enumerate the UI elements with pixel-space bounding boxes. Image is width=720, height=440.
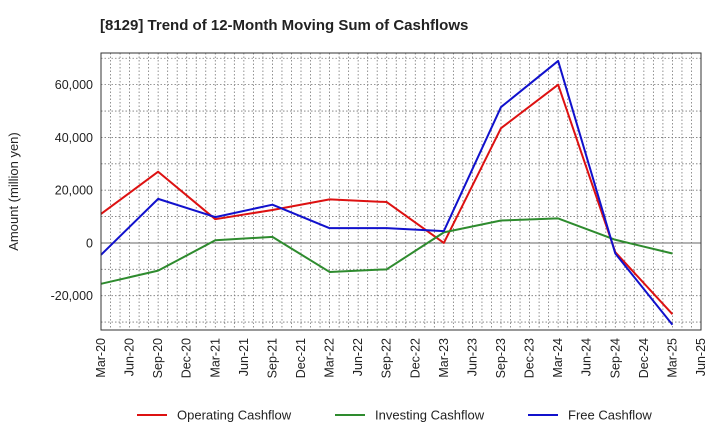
y-tick-label: 0 xyxy=(86,236,93,250)
x-tick-label: Jun-24 xyxy=(580,338,594,376)
x-tick-label: Mar-22 xyxy=(323,338,337,378)
x-tick-label: Mar-25 xyxy=(665,338,679,378)
series-line-investing-cashflow xyxy=(100,217,673,285)
series-line-free-cashflow xyxy=(100,59,674,326)
legend-label: Operating Cashflow xyxy=(177,408,292,423)
x-tick-label: Dec-23 xyxy=(523,338,537,378)
x-tick-label: Jun-22 xyxy=(351,338,365,376)
x-tick-label: Sep-23 xyxy=(494,338,508,378)
y-tick-label: 40,000 xyxy=(55,131,93,145)
x-tick-label: Jun-21 xyxy=(237,338,251,376)
x-tick-label: Jun-20 xyxy=(123,338,137,376)
y-axis-label: Amount (million yen) xyxy=(6,132,21,251)
series-line-operating-cashflow xyxy=(100,83,674,315)
x-tick-label: Sep-21 xyxy=(265,338,279,378)
x-tick-label: Dec-20 xyxy=(180,338,194,378)
y-tick-label: 20,000 xyxy=(55,184,93,198)
x-tick-label: Mar-20 xyxy=(94,338,108,378)
x-tick-label: Dec-24 xyxy=(637,338,651,378)
legend: Operating Cashflow Investing Cashflow Free… xyxy=(137,408,652,423)
x-tick-label: Mar-21 xyxy=(208,338,222,378)
legend-label: Free Cashflow xyxy=(568,408,652,423)
y-axis-ticks: 60,000 40,000 20,000 0 -20,000 xyxy=(51,78,93,303)
x-tick-label: Dec-22 xyxy=(408,338,422,378)
x-tick-label: Dec-21 xyxy=(294,338,308,378)
x-tick-label: Sep-22 xyxy=(380,338,394,378)
y-tick-label: 60,000 xyxy=(55,78,93,92)
x-tick-label: Sep-24 xyxy=(608,338,622,378)
chart-title: [8129] Trend of 12-Month Moving Sum of C… xyxy=(100,17,468,34)
x-tick-label: Jun-25 xyxy=(694,338,708,376)
legend-label: Investing Cashflow xyxy=(375,408,485,423)
grid xyxy=(101,53,701,330)
x-axis-ticks: Mar-20 Jun-20 Sep-20 Dec-20 Mar-21 Jun-21 Sep-… xyxy=(94,338,708,378)
x-tick-label: Mar-24 xyxy=(551,338,565,378)
plot-frame xyxy=(100,52,702,331)
series-layer xyxy=(100,59,674,326)
y-tick-label: -20,000 xyxy=(51,289,93,303)
x-tick-label: Mar-23 xyxy=(437,338,451,378)
x-tick-label: Jun-23 xyxy=(465,338,479,376)
x-tick-label: Sep-20 xyxy=(151,338,165,378)
